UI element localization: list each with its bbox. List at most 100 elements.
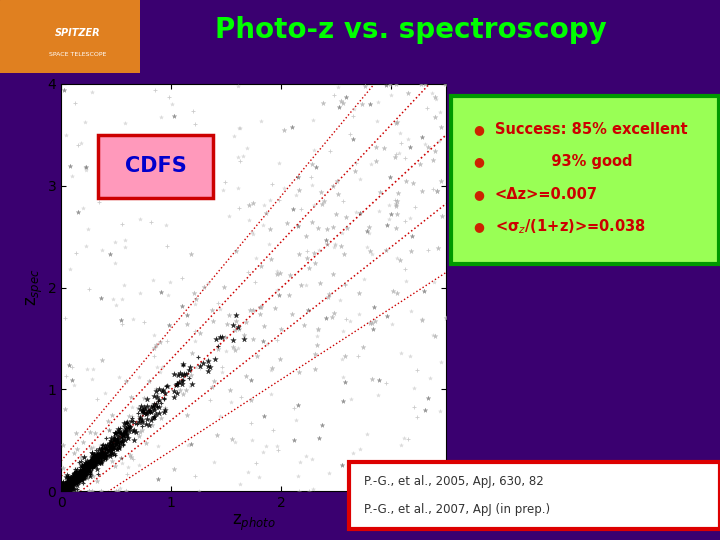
Point bbox=[132, 180, 143, 188]
Point bbox=[415, 79, 427, 88]
Point bbox=[148, 352, 160, 360]
Point bbox=[76, 457, 87, 465]
Point bbox=[60, 482, 71, 490]
Point bbox=[73, 472, 84, 481]
Point bbox=[73, 472, 85, 481]
Point bbox=[120, 235, 131, 244]
Point bbox=[91, 395, 103, 403]
Point bbox=[124, 424, 135, 433]
Point bbox=[55, 488, 67, 496]
Point bbox=[60, 480, 71, 489]
Point bbox=[439, 79, 451, 88]
Point bbox=[89, 456, 100, 464]
Point bbox=[115, 428, 127, 437]
Point bbox=[295, 204, 307, 213]
Point bbox=[66, 172, 78, 180]
Point bbox=[152, 401, 163, 410]
Point bbox=[122, 463, 134, 471]
Point bbox=[65, 484, 76, 493]
Point bbox=[67, 477, 78, 485]
Point bbox=[73, 470, 84, 478]
Point bbox=[118, 280, 130, 289]
Point bbox=[55, 487, 66, 495]
Point bbox=[71, 471, 82, 480]
Point bbox=[78, 472, 89, 481]
Point bbox=[67, 476, 78, 485]
Point bbox=[339, 280, 351, 289]
Point bbox=[162, 291, 174, 299]
Point bbox=[222, 320, 233, 329]
Point bbox=[279, 126, 290, 134]
Point bbox=[58, 481, 70, 490]
Point bbox=[223, 310, 235, 319]
Point bbox=[85, 458, 96, 467]
Point bbox=[374, 207, 385, 216]
Point bbox=[302, 253, 313, 262]
Point bbox=[366, 319, 378, 328]
Point bbox=[232, 184, 243, 193]
Point bbox=[135, 415, 146, 424]
Point bbox=[71, 467, 82, 475]
Point bbox=[430, 332, 441, 340]
Point bbox=[240, 318, 252, 326]
Point bbox=[89, 428, 101, 437]
Point bbox=[68, 381, 80, 389]
Point bbox=[153, 474, 164, 483]
Point bbox=[56, 496, 68, 504]
Point bbox=[73, 467, 85, 475]
Point bbox=[56, 483, 68, 492]
Point bbox=[138, 317, 150, 326]
Point bbox=[372, 390, 384, 399]
Point bbox=[111, 436, 122, 445]
Point bbox=[100, 444, 112, 453]
Point bbox=[68, 484, 80, 493]
Point bbox=[181, 370, 192, 379]
Point bbox=[130, 418, 141, 427]
Point bbox=[117, 430, 128, 438]
Point bbox=[113, 441, 125, 449]
Point bbox=[63, 482, 74, 490]
Point bbox=[315, 188, 326, 197]
Point bbox=[263, 240, 274, 248]
Point bbox=[86, 487, 98, 496]
Point bbox=[230, 317, 242, 326]
Point bbox=[429, 93, 441, 102]
Point bbox=[150, 399, 162, 408]
Point bbox=[163, 93, 175, 102]
Point bbox=[160, 221, 171, 230]
Point bbox=[366, 325, 378, 334]
Point bbox=[134, 288, 145, 297]
Point bbox=[366, 249, 377, 258]
Point bbox=[49, 486, 60, 495]
Point bbox=[69, 465, 81, 474]
Point bbox=[341, 315, 352, 323]
Point bbox=[405, 246, 417, 255]
Point bbox=[63, 472, 74, 481]
Point bbox=[63, 480, 75, 488]
Point bbox=[330, 241, 341, 249]
Point bbox=[93, 453, 104, 461]
Point bbox=[92, 455, 104, 463]
Point bbox=[76, 461, 88, 469]
Point bbox=[96, 448, 107, 457]
Point bbox=[60, 483, 71, 492]
Point bbox=[55, 485, 66, 494]
Point bbox=[287, 204, 299, 213]
Point bbox=[66, 482, 78, 490]
Point bbox=[102, 417, 114, 426]
Point bbox=[184, 363, 196, 372]
Point bbox=[418, 287, 430, 295]
Point bbox=[361, 242, 372, 251]
Point bbox=[258, 322, 270, 330]
Point bbox=[60, 484, 72, 492]
Point bbox=[369, 316, 381, 325]
Point bbox=[61, 480, 73, 489]
Point bbox=[68, 472, 80, 481]
Point bbox=[350, 158, 361, 167]
Point bbox=[64, 264, 76, 273]
Point bbox=[137, 406, 148, 415]
Point bbox=[147, 414, 158, 422]
Point bbox=[68, 469, 80, 477]
Point bbox=[79, 459, 91, 468]
Point bbox=[436, 177, 447, 185]
